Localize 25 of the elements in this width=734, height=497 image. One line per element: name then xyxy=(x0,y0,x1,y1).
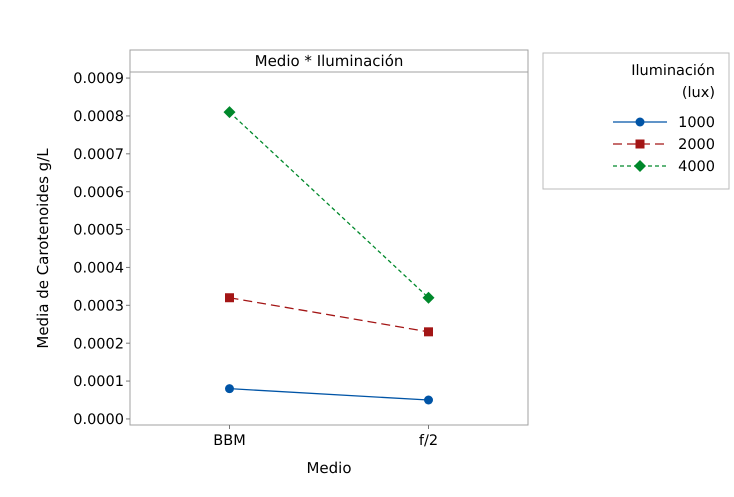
y-tick-label: 0.0002 xyxy=(73,336,124,352)
legend-label: 1000 xyxy=(678,115,715,132)
chart-title: Medio * Iluminación xyxy=(254,52,404,70)
point xyxy=(422,292,434,304)
x-axis-title: Medio xyxy=(306,459,352,477)
x-tick-label: BBM xyxy=(213,433,246,449)
y-tick-label: 0.0000 xyxy=(73,412,124,428)
y-tick-label: 0.0009 xyxy=(73,71,124,88)
y-tick-label: 0.0003 xyxy=(73,298,124,314)
point xyxy=(225,384,234,394)
y-axis-title: Media de Carotenoides g/L xyxy=(34,148,52,349)
point xyxy=(424,327,433,336)
point xyxy=(224,106,236,118)
y-tick-label: 0.0001 xyxy=(73,374,124,390)
legend-label: 2000 xyxy=(678,137,715,154)
legend-label: 4000 xyxy=(678,159,715,176)
y-tick-label: 0.0004 xyxy=(73,260,124,277)
y-tick-label: 0.0008 xyxy=(73,109,124,126)
y-tick-label: 0.0005 xyxy=(73,222,124,239)
x-tick-label: f/2 xyxy=(418,433,438,449)
point xyxy=(424,396,433,404)
legend-title: Iluminación (lux) xyxy=(631,63,715,101)
point xyxy=(225,293,234,302)
y-tick-label: 0.0007 xyxy=(73,146,124,163)
y-tick-label: 0.0006 xyxy=(73,184,124,201)
